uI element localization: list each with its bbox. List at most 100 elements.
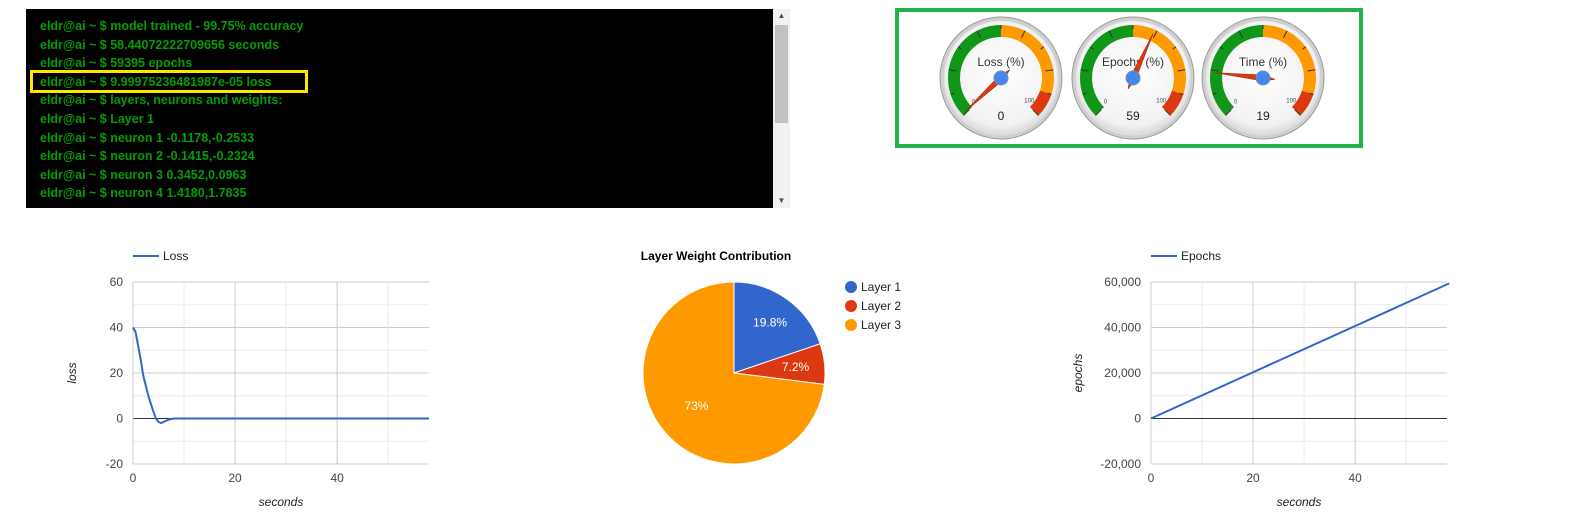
y-tick-label: 40	[110, 321, 124, 335]
console-line: eldr@ai ~ $ Layer 1	[40, 111, 154, 126]
scroll-up-icon[interactable]: ▲	[777, 11, 786, 20]
x-tick-label: 0	[130, 471, 137, 485]
series-line	[1150, 282, 1450, 420]
gauge-tick	[948, 69, 957, 72]
gauge-min-label: 0	[1104, 100, 1108, 106]
y-tick-label: 60,000	[1104, 275, 1141, 289]
gauge-tick	[1080, 69, 1089, 72]
gauge-tick	[1082, 92, 1087, 95]
loss-line-chart: Loss -20 0 20 40 60 0 20 40 seconds loss	[65, 249, 429, 509]
gauge-tick	[1108, 30, 1114, 39]
gauge-tick	[1095, 109, 1102, 116]
gauge-tick	[1238, 30, 1244, 39]
y-tick-label: 40,000	[1104, 321, 1141, 335]
layer-weight-pie-chart: Layer Weight Contribution 19.8% 7.2% 73% Lay…	[641, 249, 901, 465]
legend-swatch	[845, 281, 857, 293]
legend-label: Layer 3	[861, 318, 901, 332]
console-line: eldr@ai ~ $ layers, neurons and weights:	[40, 93, 283, 108]
console-line: eldr@ai ~ $ neuron 1 -0.1178,-0.2533	[40, 130, 255, 145]
console-line: eldr@ai ~ $ 58.44072222709656 seconds	[40, 37, 280, 52]
console-scrollbar[interactable]: ▲ ▼	[773, 9, 790, 208]
legend-swatch	[845, 300, 857, 312]
gauge-tick	[963, 109, 970, 116]
pie-slice-label: 19.8%	[753, 316, 787, 330]
y-axis-title: epochs	[1071, 354, 1085, 393]
gauge-tick	[1020, 30, 1026, 39]
y-tick-label: -20,000	[1100, 457, 1141, 471]
gauge-zone	[1291, 90, 1314, 116]
gauge-label: Time (%)	[1239, 55, 1287, 69]
gauge-tick	[1045, 69, 1054, 72]
gauge-tick	[1047, 92, 1052, 95]
gauge-tick	[1172, 46, 1177, 50]
y-tick-label: 0	[116, 412, 123, 426]
pie-slice	[733, 281, 821, 374]
x-axis-title: seconds	[259, 495, 304, 509]
console-lines: eldr@ai ~ $ model trained - 99.75% accur…	[40, 17, 303, 203]
gauge-zone	[948, 25, 1001, 116]
gauge-hub	[1255, 70, 1271, 86]
y-tick-label: 0	[1134, 412, 1141, 426]
gauge-tick	[1282, 30, 1288, 39]
gauge-tick	[1219, 46, 1224, 50]
gauge-tick	[1179, 92, 1184, 95]
gauge-zone	[1263, 25, 1316, 95]
gauge-tick	[1294, 109, 1301, 116]
gauge-tick	[1309, 92, 1314, 95]
gauge: 0 100 Epochs (%) 59	[1071, 16, 1195, 140]
gauge-tick	[1032, 109, 1039, 116]
gauge-tick	[1212, 92, 1217, 95]
legend-label: Layer 2	[861, 299, 901, 313]
gauge-tick	[976, 30, 982, 39]
gauge: 0 100 Time (%) 19	[1201, 16, 1325, 140]
y-tick-label: -20	[106, 457, 124, 471]
console-line: eldr@ai ~ $ model trained - 99.75% accur…	[40, 19, 304, 33]
gauge-label: Loss (%)	[977, 55, 1024, 69]
x-tick-label: 40	[1348, 471, 1362, 485]
y-tick-label: 20,000	[1104, 366, 1141, 380]
gauge-zone	[1210, 25, 1263, 116]
gauge: 0100Loss (%)0	[939, 16, 1063, 140]
x-tick-label: 0	[1148, 471, 1155, 485]
gauge-label: Epochs (%)	[1102, 55, 1164, 69]
gauge-hub	[993, 70, 1009, 86]
scrollbar-thumb[interactable]	[775, 25, 788, 123]
epochs-line-chart: Epochs -20,000 0 20,000 40,000 60,000 0 20 40 sec…	[1071, 249, 1450, 509]
highlight-box	[30, 70, 308, 93]
y-tick-label: 20	[110, 366, 124, 380]
gauge-tick	[957, 46, 962, 50]
legend-swatch	[845, 319, 857, 331]
gauge-tick	[1177, 69, 1186, 72]
gauge-tick	[950, 92, 955, 95]
chart-title: Layer Weight Contribution	[641, 249, 791, 263]
gauge-tick	[1210, 69, 1219, 72]
legend-label: Epochs	[1181, 249, 1221, 263]
gauge-tick	[1307, 69, 1316, 72]
gauge-zone	[1001, 25, 1054, 95]
gauge-max-label: 100	[1024, 99, 1035, 105]
scroll-down-icon[interactable]: ▼	[777, 196, 786, 205]
gauge-zone	[1133, 25, 1186, 95]
x-tick-label: 20	[1246, 471, 1260, 485]
gauge-value: 19	[1256, 109, 1270, 123]
y-tick-label: 60	[110, 275, 124, 289]
console-output[interactable]: eldr@ai ~ $ model trained - 99.75% accur…	[26, 9, 790, 208]
pie-slice	[642, 281, 825, 465]
pie-slice-label: 7.2%	[782, 360, 810, 374]
gauge-tick	[1089, 46, 1094, 50]
pie-slice-label: 73%	[684, 399, 708, 413]
gauge-hub	[1125, 70, 1141, 86]
gauge-tick	[1040, 46, 1045, 50]
gauge-value: 59	[1126, 109, 1140, 123]
x-tick-label: 40	[330, 471, 344, 485]
console-line: eldr@ai ~ $ neuron 3 0.3452,0.0963	[40, 167, 247, 182]
gauge-tick	[1152, 30, 1158, 39]
series-line	[132, 327, 429, 425]
gauge-max-label: 100	[1156, 99, 1167, 105]
console-line: eldr@ai ~ $ 59395 epochs	[40, 56, 193, 71]
y-axis-title: loss	[65, 362, 79, 383]
console-line: eldr@ai ~ $ neuron 4 1.4180,1.7835	[40, 186, 247, 201]
legend-label: Layer 1	[861, 280, 901, 294]
